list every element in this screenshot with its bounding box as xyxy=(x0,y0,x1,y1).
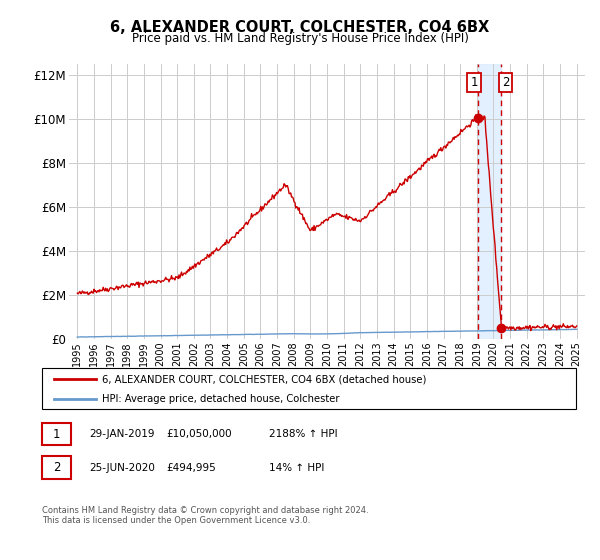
Text: HPI: Average price, detached house, Colchester: HPI: Average price, detached house, Colc… xyxy=(102,394,340,404)
Text: 14% ↑ HPI: 14% ↑ HPI xyxy=(269,463,324,473)
Text: 6, ALEXANDER COURT, COLCHESTER, CO4 6BX (detached house): 6, ALEXANDER COURT, COLCHESTER, CO4 6BX … xyxy=(102,375,427,384)
Text: 1: 1 xyxy=(470,76,478,88)
Text: 29-JAN-2019: 29-JAN-2019 xyxy=(89,429,154,439)
Text: Price paid vs. HM Land Registry's House Price Index (HPI): Price paid vs. HM Land Registry's House … xyxy=(131,32,469,45)
Text: Contains HM Land Registry data © Crown copyright and database right 2024.
This d: Contains HM Land Registry data © Crown c… xyxy=(42,506,368,525)
Bar xyxy=(478,64,502,339)
Text: 2: 2 xyxy=(53,461,60,474)
Text: 2: 2 xyxy=(502,76,509,88)
Text: 2188% ↑ HPI: 2188% ↑ HPI xyxy=(269,429,337,439)
Text: 25-JUN-2020: 25-JUN-2020 xyxy=(89,463,155,473)
Text: £494,995: £494,995 xyxy=(167,463,217,473)
Text: 1: 1 xyxy=(53,427,60,441)
Text: £10,050,000: £10,050,000 xyxy=(167,429,232,439)
Text: 6, ALEXANDER COURT, COLCHESTER, CO4 6BX: 6, ALEXANDER COURT, COLCHESTER, CO4 6BX xyxy=(110,20,490,35)
